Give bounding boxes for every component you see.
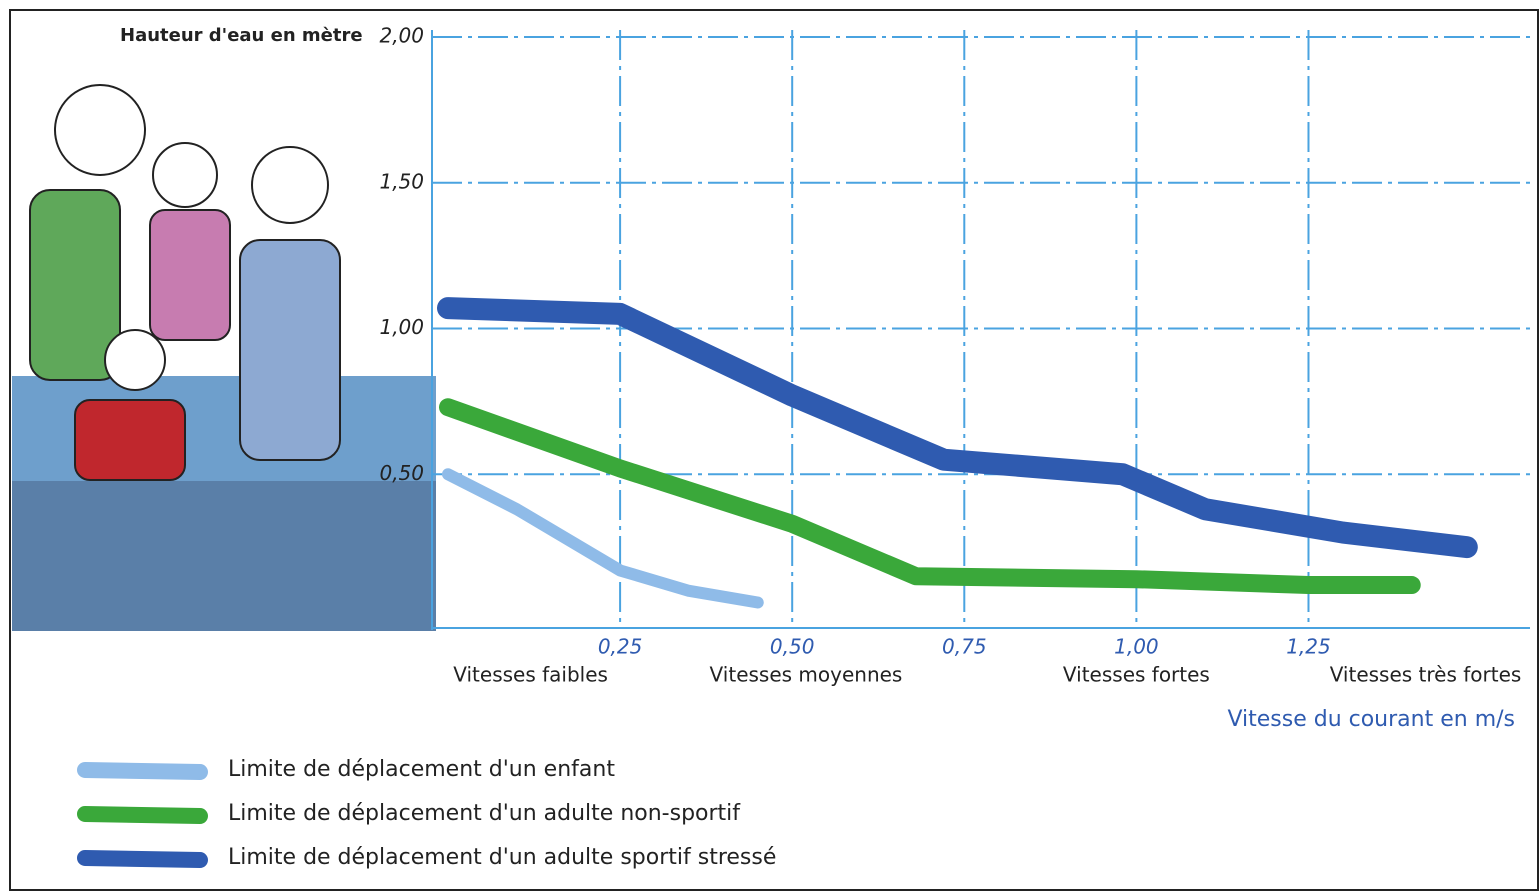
legend-label: Limite de déplacement d'un enfant (228, 757, 615, 782)
y-tick-label: 1,00 (379, 315, 424, 339)
y-axis-label: Hauteur d'eau en mètre (120, 25, 363, 46)
legend-swatch (77, 850, 208, 868)
x-tick-label: 1,00 (1114, 635, 1159, 659)
y-tick-label: 2,00 (379, 24, 424, 48)
y-tick-label: 0,50 (379, 461, 424, 485)
legend-label: Limite de déplacement d'un adulte non-sp… (228, 801, 741, 826)
series-line (442, 468, 764, 609)
series-line (437, 297, 1478, 559)
x-tick-label: 1,25 (1286, 635, 1331, 659)
speed-category: Vitesses fortes (1063, 663, 1210, 687)
water-dark (12, 481, 436, 631)
x-tick-label: 0,50 (770, 635, 815, 659)
speed-category: Vitesses faibles (453, 663, 608, 687)
speed-category: Vitesses moyennes (710, 663, 903, 687)
x-tick-label: 0,25 (598, 635, 643, 659)
legend-swatch (77, 806, 208, 824)
y-tick-label: 1,50 (379, 169, 424, 193)
speed-category: Vitesses très fortes (1330, 663, 1522, 687)
frame (9, 9, 1539, 891)
legend-label: Limite de déplacement d'un adulte sporti… (228, 845, 776, 870)
x-axis-label: Vitesse du courant en m/s (1227, 707, 1515, 732)
family-illustration (29, 84, 341, 481)
x-tick-label: 0,75 (942, 635, 987, 659)
legend-swatch (77, 762, 208, 780)
series-line (439, 398, 1421, 595)
